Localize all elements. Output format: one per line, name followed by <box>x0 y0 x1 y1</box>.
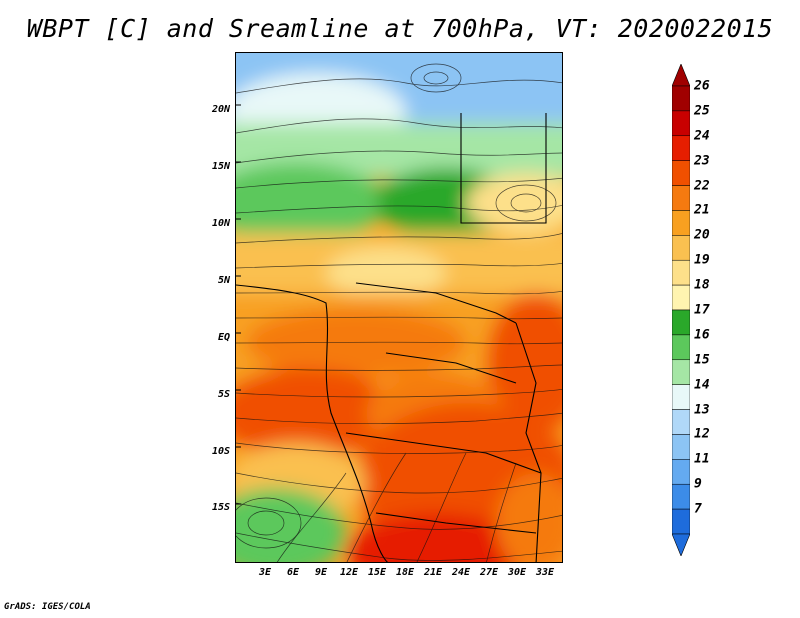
colorbar-swatch <box>672 210 690 236</box>
colorbar-label: 9 <box>694 476 702 492</box>
lon-label-3e: 3E <box>258 567 272 578</box>
streamlines <box>236 63 562 562</box>
grads-credit: GrADS: IGES/COLA <box>4 602 91 612</box>
chart-title: WBPT [C] and Sreamline at 700hPa, VT: 20… <box>26 14 774 43</box>
lat-label-eq: EQ <box>217 332 230 343</box>
colorbar-swatch <box>672 434 690 460</box>
colorbar-swatch <box>672 135 690 161</box>
lat-label-5s: 5S <box>217 389 230 400</box>
lon-label-30e: 30E <box>507 567 527 578</box>
colorbar-bottom-cap <box>672 533 690 556</box>
colorbar-label: 22 <box>694 178 710 194</box>
lon-label-33e: 33E <box>535 567 555 578</box>
colorbar-swatch <box>672 334 690 361</box>
lon-label-21e: 21E <box>423 567 443 578</box>
lon-label-15e: 15E <box>367 567 387 578</box>
colorbar-top-cap <box>672 64 690 87</box>
lat-label-10n: 10N <box>211 218 230 229</box>
lat-label-5n: 5N <box>217 275 230 286</box>
colorbar-label: 14 <box>694 377 710 393</box>
lon-label-24e: 24E <box>451 567 471 578</box>
colorbar-label: 12 <box>694 426 710 442</box>
lon-label-27e: 27E <box>479 567 499 578</box>
colorbar-swatch <box>672 359 690 385</box>
colorbar-swatch <box>672 160 690 186</box>
colorbar-swatch <box>672 309 690 336</box>
colorbar-label: 19 <box>694 252 710 268</box>
colorbar-swatch <box>672 483 690 510</box>
lon-label-9e: 9E <box>314 567 328 578</box>
colorbar-label: 24 <box>694 128 710 144</box>
wbpt-field <box>236 53 562 562</box>
lon-label-18e: 18E <box>395 567 415 578</box>
colorbar <box>672 64 690 556</box>
lat-label-10s: 10S <box>211 446 230 457</box>
lat-label-15s: 15S <box>211 502 230 513</box>
colorbar-swatch <box>672 284 690 311</box>
colorbar-label: 13 <box>694 402 710 418</box>
colorbar-swatch <box>672 85 690 112</box>
lon-label-6e: 6E <box>286 567 300 578</box>
lat-label-20n: 20N <box>211 104 230 115</box>
colorbar-swatch <box>672 259 690 286</box>
colorbar-swatch <box>672 185 690 211</box>
colorbar-label: 11 <box>694 451 710 467</box>
colorbar-label: 16 <box>694 327 710 343</box>
colorbar-label: 15 <box>694 352 710 368</box>
coastline-outline <box>236 113 547 562</box>
colorbar-label: 18 <box>694 277 710 293</box>
colorbar-label: 25 <box>694 103 710 119</box>
colorbar-swatch <box>672 110 690 137</box>
colorbar-label: 17 <box>694 302 710 318</box>
colorbar-swatch <box>672 235 690 261</box>
colorbar-label: 20 <box>694 227 710 243</box>
colorbar-swatch <box>672 459 690 485</box>
map-panel <box>235 52 563 563</box>
colorbar-label: 21 <box>694 202 710 218</box>
lon-label-12e: 12E <box>339 567 359 578</box>
colorbar-swatch <box>672 508 690 535</box>
lat-label-15n: 15N <box>211 161 230 172</box>
colorbar-swatch <box>672 409 690 435</box>
colorbar-label: 23 <box>694 153 710 169</box>
colorbar-swatch <box>672 384 690 410</box>
colorbar-label: 26 <box>694 78 710 94</box>
colorbar-label: 7 <box>694 501 702 517</box>
